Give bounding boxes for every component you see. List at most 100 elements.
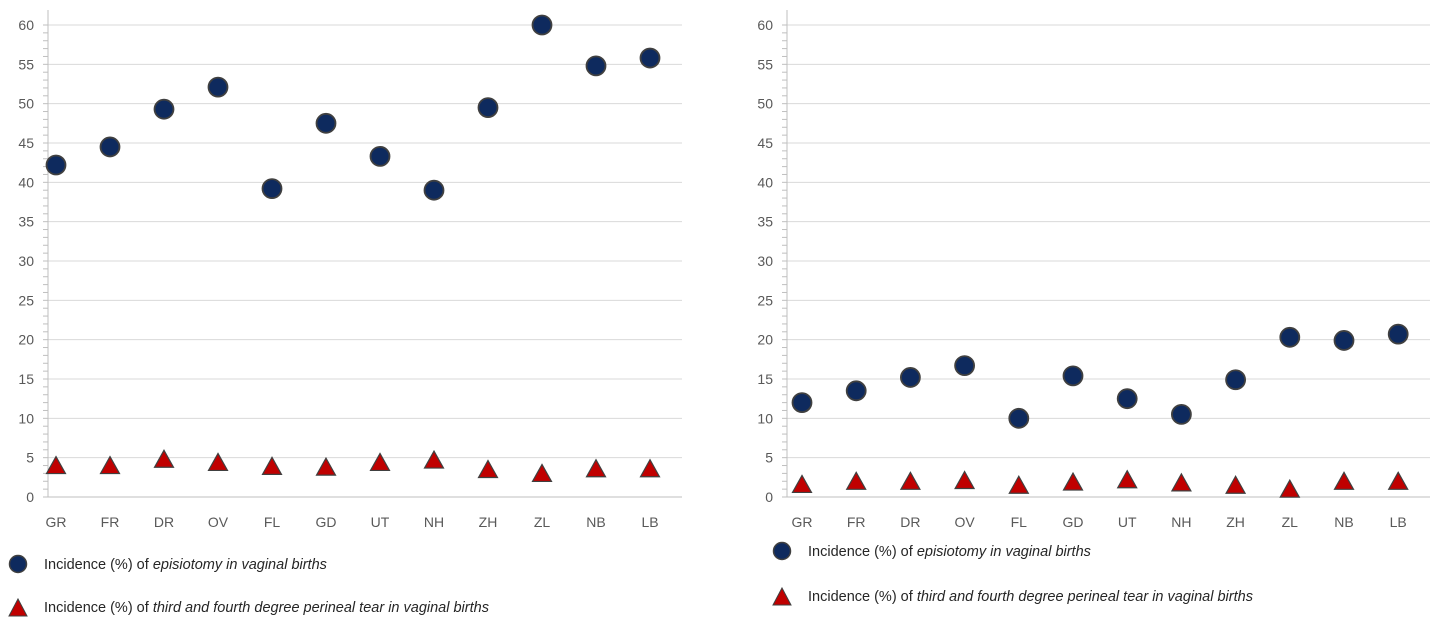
- x-tick-label: ZH: [479, 514, 498, 530]
- x-tick-label: NH: [424, 514, 444, 530]
- legend-circle-marker: [8, 554, 44, 576]
- perineal-tear-point: [423, 449, 445, 469]
- x-tick-label: LB: [641, 514, 658, 530]
- perineal-tear-point: [1170, 472, 1192, 492]
- x-tick-label: LB: [1390, 514, 1407, 530]
- x-tick-label: NB: [1334, 514, 1353, 530]
- x-tick-label: ZL: [1282, 514, 1299, 530]
- episiotomy-point: [207, 76, 229, 98]
- x-tick-label: OV: [208, 514, 229, 530]
- y-tick-label: 20: [757, 332, 773, 348]
- y-tick-label: 15: [757, 371, 773, 387]
- perineal-tear-point: [369, 452, 391, 472]
- x-tick-label: ZH: [1226, 514, 1245, 530]
- perineal-tear-point: [207, 452, 229, 472]
- y-tick-label: 30: [18, 253, 34, 269]
- perineal-tear-point: [639, 458, 661, 478]
- y-tick-label: 40: [757, 174, 773, 190]
- episiotomy-point: [899, 367, 921, 388]
- perineal-tear-point: [153, 449, 175, 468]
- episiotomy-point: [315, 112, 337, 134]
- y-tick-label: 40: [18, 174, 34, 190]
- y-tick-label: 25: [18, 292, 34, 308]
- x-tick-label: GD: [1063, 514, 1084, 530]
- legend-label-prefix: Incidence (%) of: [808, 544, 917, 560]
- episiotomy-point: [791, 392, 813, 414]
- x-tick-label: FL: [1011, 514, 1028, 530]
- legend-triangle-marker: [8, 597, 44, 619]
- episiotomy-point: [369, 145, 391, 167]
- x-tick-label: NH: [1171, 514, 1191, 530]
- perineal-tear-point: [954, 470, 976, 490]
- y-tick-label: 10: [757, 410, 773, 426]
- episiotomy-point: [1116, 388, 1138, 410]
- x-tick-label: FR: [101, 514, 120, 530]
- legend-label-prefix: Incidence (%) of: [44, 557, 153, 573]
- y-tick-label: 50: [757, 96, 773, 112]
- y-tick-label: 30: [757, 253, 773, 269]
- x-tick-label: FR: [847, 514, 866, 530]
- perineal-tear-point: [99, 455, 121, 475]
- perineal-tear-point: [1333, 471, 1355, 490]
- y-tick-label: 55: [757, 56, 773, 72]
- y-tick-label: 35: [18, 214, 34, 230]
- perineal-tear-point: [791, 474, 813, 494]
- x-tick-label: GR: [46, 514, 67, 530]
- episiotomy-point: [845, 380, 867, 402]
- y-tick-label: 5: [765, 450, 773, 466]
- legend-label-episiotomy: episiotomy in vaginal births: [152, 557, 327, 573]
- perineal-tear-point: [1062, 471, 1084, 491]
- y-tick-label: 25: [757, 292, 773, 308]
- episiotomy-point: [423, 179, 445, 201]
- perineal-tear-point: [899, 471, 921, 490]
- legend-label-tear: third and fourth degree perineal tear in…: [916, 589, 1253, 605]
- x-tick-label: FL: [264, 514, 281, 530]
- perineal-tear-point: [45, 455, 67, 475]
- legend-item-episiotomy: Incidence (%) of episiotomy in vaginal b…: [772, 541, 1091, 563]
- legend-label-tear: third and fourth degree perineal tear in…: [152, 600, 489, 616]
- y-tick-label: 35: [757, 214, 773, 230]
- episiotomy-point: [1170, 403, 1192, 425]
- perineal-tear-point: [1008, 475, 1030, 494]
- x-tick-label: GD: [316, 514, 337, 530]
- legend-triangle-marker: [772, 586, 808, 608]
- perineal-tear-point: [1387, 471, 1409, 490]
- y-tick-label: 50: [18, 96, 34, 112]
- scatter-chart-right: 0 5 10 15 20 25 30 35 40 45 50 55 60 GR FR DR OV FL GD UT NH…: [757, 10, 1430, 530]
- episiotomy-point: [954, 355, 976, 377]
- x-tick-label: UT: [371, 514, 390, 530]
- episiotomy-point: [639, 47, 661, 69]
- legend-label-prefix: Incidence (%) of: [44, 600, 153, 616]
- y-tick-label: 45: [757, 135, 773, 151]
- perineal-tear-point: [477, 459, 499, 479]
- episiotomy-point: [99, 136, 121, 158]
- scatter-chart-left: 0 5 10 15 20 25 30 35 40 45 50 55 60 GR FR DR OV FL GD UT NH…: [18, 10, 682, 530]
- chart-panel-right: 0 5 10 15 20 25 30 35 40 45 50 55 60 GR FR DR OV FL GD UT NH…: [720, 0, 1435, 619]
- episiotomy-point: [531, 14, 553, 36]
- episiotomy-point: [1279, 326, 1301, 348]
- perineal-tear-point: [1279, 478, 1301, 498]
- episiotomy-point: [477, 97, 499, 118]
- episiotomy-point: [1225, 369, 1246, 391]
- perineal-tear-point: [845, 471, 867, 490]
- episiotomy-point: [45, 154, 67, 176]
- y-tick-label: 0: [765, 489, 773, 505]
- perineal-tear-point: [1116, 469, 1138, 489]
- perineal-tear-point: [1225, 475, 1247, 494]
- x-tick-label: GR: [792, 514, 813, 530]
- y-tick-label: 10: [18, 410, 34, 426]
- episiotomy-point: [1008, 407, 1030, 429]
- episiotomy-point: [1062, 365, 1084, 387]
- y-tick-label: 45: [18, 135, 34, 151]
- episiotomy-point: [1333, 330, 1355, 351]
- episiotomy-point: [585, 55, 607, 77]
- perineal-tear-point: [585, 458, 607, 478]
- y-tick-label: 60: [757, 17, 773, 33]
- y-tick-label: 20: [18, 332, 34, 348]
- legend-label-prefix: Incidence (%) of: [808, 589, 917, 605]
- episiotomy-point: [261, 178, 283, 200]
- episiotomy-point: [1387, 323, 1409, 345]
- x-tick-label: NB: [586, 514, 605, 530]
- legend-item-episiotomy: Incidence (%) of episiotomy in vaginal b…: [8, 554, 327, 576]
- y-tick-label: 0: [26, 489, 34, 505]
